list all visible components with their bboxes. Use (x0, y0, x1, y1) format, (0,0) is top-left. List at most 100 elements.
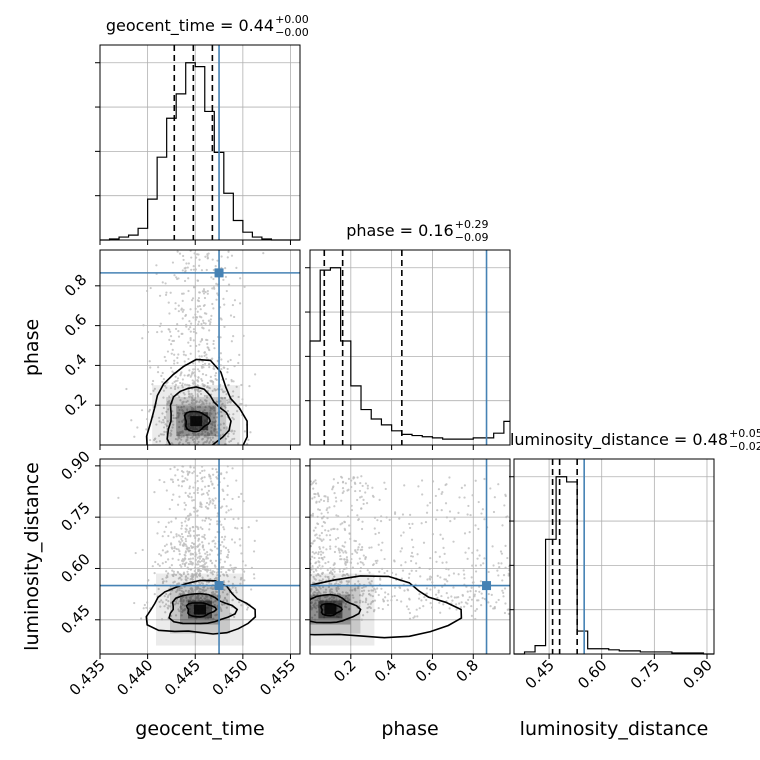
sample-point (169, 531, 173, 534)
sample-point (493, 496, 496, 499)
sample-point (196, 569, 200, 573)
sample-point (393, 594, 396, 598)
sample-point (162, 418, 165, 422)
sample-point (181, 299, 184, 303)
sample-point (487, 601, 490, 604)
sample-point (196, 406, 200, 409)
sample-point (220, 396, 223, 399)
sample-point (177, 277, 180, 280)
sample-point (224, 437, 228, 440)
sample-point (197, 527, 200, 531)
sample-point (215, 471, 219, 474)
sample-point (161, 371, 164, 375)
sample-point (235, 479, 238, 482)
sample-point (204, 552, 207, 555)
sample-point (215, 416, 219, 419)
sample-point (212, 286, 216, 289)
sample-point (328, 534, 332, 537)
sample-point (165, 489, 168, 492)
sample-point (183, 553, 186, 556)
sample-point (193, 403, 196, 407)
x-tick-label-luminosity_distance: 0.45 (522, 656, 558, 692)
sample-point (169, 467, 172, 471)
x-axis-label-phase: phase (381, 718, 438, 740)
sample-point (164, 359, 167, 362)
sample-point (321, 585, 325, 589)
sample-point (171, 414, 175, 417)
y-axis-label-luminosity_distance: luminosity_distance (21, 462, 43, 651)
sample-point (189, 583, 192, 586)
sample-point (323, 495, 326, 498)
y-tick-label-phase: 0.2 (61, 390, 91, 420)
sample-point (450, 595, 453, 598)
sample-point (310, 483, 313, 486)
sample-point (314, 482, 318, 485)
density-cell (190, 416, 203, 427)
sample-point (181, 401, 184, 404)
sample-point (334, 496, 337, 499)
sample-point (189, 344, 192, 348)
sample-point (173, 580, 176, 583)
sample-point (463, 532, 467, 535)
sample-point (191, 382, 194, 385)
sample-point (176, 468, 179, 471)
sample-point (384, 487, 387, 491)
sample-point (188, 384, 191, 387)
sample-point (209, 500, 212, 503)
sample-point (445, 567, 448, 570)
sample-point (191, 395, 194, 398)
sample-point (230, 380, 233, 383)
sample-point (192, 408, 195, 411)
sample-point (145, 428, 148, 431)
sample-point (463, 577, 466, 580)
sample-point (206, 381, 209, 385)
sample-point (198, 343, 201, 346)
sample-point (227, 548, 230, 552)
sample-point (186, 266, 189, 269)
sample-point (193, 286, 196, 289)
sample-point (312, 570, 315, 573)
sample-point (199, 392, 203, 396)
sample-point (197, 299, 200, 303)
sample-point (503, 611, 507, 615)
sample-point (187, 357, 190, 361)
sample-point (242, 500, 245, 503)
sample-point (216, 530, 219, 534)
sample-point (194, 554, 197, 558)
contour-level-2 (183, 410, 212, 433)
sample-point (207, 507, 210, 510)
sample-point (312, 604, 315, 607)
sample-point (452, 540, 455, 543)
panel-frame (99, 44, 301, 241)
sample-point (222, 526, 225, 529)
sample-point (183, 558, 186, 562)
sample-point (359, 548, 362, 551)
sample-point (193, 510, 196, 513)
title-minus: −0.09 (455, 231, 489, 244)
sample-point (235, 385, 238, 388)
sample-point (214, 565, 217, 568)
sample-point (224, 275, 228, 278)
x-tick-label-phase: 0.8 (452, 656, 482, 686)
sample-point (342, 551, 345, 554)
sample-point (198, 264, 201, 267)
sample-point (350, 504, 353, 507)
sample-point (429, 557, 432, 560)
sample-point (238, 538, 241, 541)
sample-point (203, 537, 207, 540)
sample-point (193, 374, 197, 377)
sample-point (408, 526, 412, 530)
sample-point (319, 587, 322, 590)
sample-point (212, 339, 215, 343)
sample-point (211, 467, 214, 470)
sample-point (206, 439, 209, 442)
sample-point (201, 402, 204, 405)
sample-point (163, 605, 166, 608)
sample-point (177, 304, 180, 307)
sample-point (367, 606, 370, 609)
sample-point (232, 432, 235, 435)
sample-point (483, 477, 486, 481)
sample-point (201, 576, 204, 579)
sample-point (201, 363, 205, 367)
sample-point (187, 262, 190, 265)
